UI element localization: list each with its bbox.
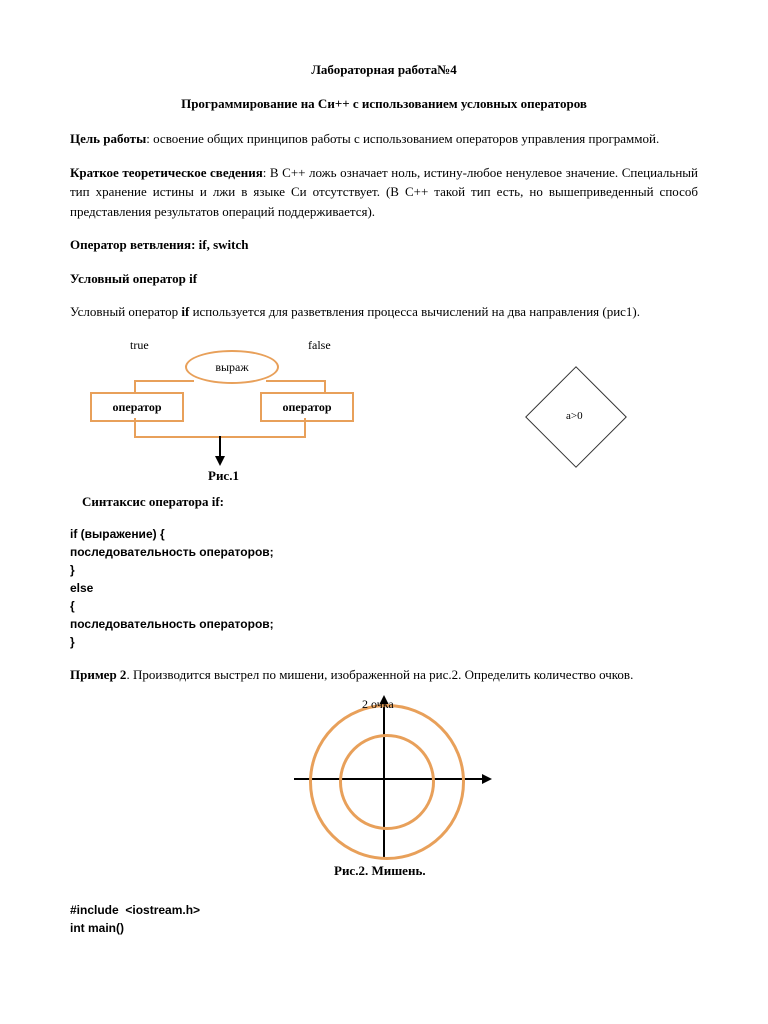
flowchart: true false выраж оператор оператор Рис.1 [70,336,390,486]
arrow-down-icon [215,456,225,466]
if-heading: Условный оператор if [70,269,698,289]
branch-heading: Оператор ветвления: if, switch [70,235,698,255]
inner-circle [339,734,435,830]
operator-right: оператор [260,392,354,422]
doc-subtitle: Программирование на Си++ с использование… [70,94,698,114]
example2-label: Пример 2 [70,667,126,682]
diagram-row: true false выраж оператор оператор Рис.1 [70,336,698,486]
code-block-1: if (выражение) { последовательность опер… [70,525,698,651]
goal-text: : освоение общих принципов работы с испо… [146,131,659,146]
if-paragraph: Условный оператор if используется для ра… [70,302,698,322]
condition-node: выраж [185,350,279,384]
page: Лабораторная работа№4 Программирование н… [0,0,768,1024]
if-para-post: используется для разветвления процесса в… [189,304,640,319]
operator-left: оператор [90,392,184,422]
example2-text: . Производится выстрел по мишени, изобра… [126,667,633,682]
theory-paragraph: Краткое теоретическое сведения: В С++ ло… [70,163,698,222]
true-label: true [130,336,149,354]
target-figure: 2 очка Рис.2. Мишень. [244,699,524,889]
fig1-caption: Рис.1 [208,466,239,486]
decision-diamond: a>0 [480,366,680,486]
code-block-2: #include <iostream.h> int main() [70,901,698,937]
example2-paragraph: Пример 2. Производится выстрел по мишени… [70,665,698,685]
arrow-right-icon [482,774,492,784]
syntax-heading: Синтаксис оператора if: [82,492,698,512]
false-label: false [308,336,331,354]
theory-label: Краткое теоретическое сведения [70,165,263,180]
diamond-text: a>0 [566,408,583,425]
fig2-caption: Рис.2. Мишень. [334,861,426,881]
if-para-pre: Условный оператор [70,304,181,319]
target-top-label: 2 очка [362,695,394,713]
goal-paragraph: Цель работы: освоение общих принципов ра… [70,129,698,149]
doc-title: Лабораторная работа№4 [70,60,698,80]
goal-label: Цель работы [70,131,146,146]
